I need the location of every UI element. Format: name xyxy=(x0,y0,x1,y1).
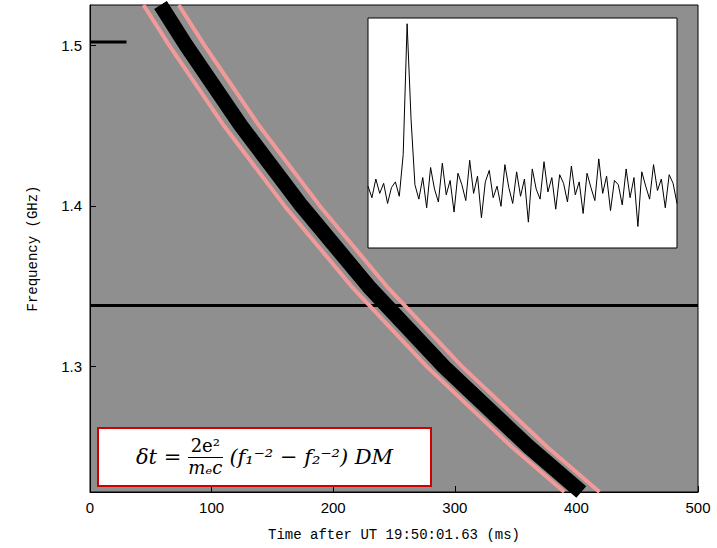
svg-text:Frequency (GHz): Frequency (GHz) xyxy=(25,185,41,311)
svg-text:100: 100 xyxy=(199,499,224,516)
svg-text:300: 300 xyxy=(442,499,467,516)
svg-text:1.5: 1.5 xyxy=(61,37,82,54)
svg-text:1.3: 1.3 xyxy=(61,358,82,375)
svg-text:400: 400 xyxy=(564,499,589,516)
svg-text:0: 0 xyxy=(86,499,94,516)
svg-text:Time after UT 19:50:01.63 (ms): Time after UT 19:50:01.63 (ms) xyxy=(268,527,520,543)
html-text:δt = 2e²: δt = 2e² xyxy=(135,434,220,469)
svg-text:1.4: 1.4 xyxy=(61,197,82,214)
svg-text:200: 200 xyxy=(321,499,346,516)
svg-text:500: 500 xyxy=(685,499,710,516)
html-text:mₑc (f₁⁻² − f₂⁻²) DM: mₑc (f₁⁻² − f₂⁻²) DM xyxy=(188,445,394,478)
